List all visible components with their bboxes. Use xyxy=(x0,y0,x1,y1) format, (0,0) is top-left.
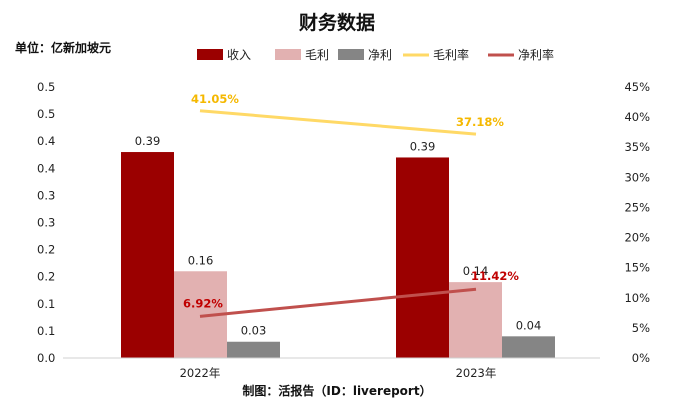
right-tick-label: 20% xyxy=(624,231,650,245)
legend-label: 收入 xyxy=(227,48,251,62)
right-tick-label: 15% xyxy=(624,261,650,275)
bar xyxy=(502,336,555,358)
right-tick-label: 5% xyxy=(632,321,650,335)
legend: 收入 毛利 净利 毛利率 净利率 xyxy=(197,47,554,62)
right-tick-label: 25% xyxy=(624,200,650,214)
right-tick-label: 0% xyxy=(632,351,650,365)
bar-data-label: 0.14 xyxy=(463,264,489,278)
left-tick-label: 0.3 xyxy=(37,188,55,202)
line-series xyxy=(199,109,477,136)
left-tick-label: 0.4 xyxy=(37,134,55,148)
watermark-sub: @爱投资的小熊猫 xyxy=(572,392,652,405)
legend-swatch xyxy=(197,49,223,60)
legend-swatch xyxy=(275,49,301,60)
left-tick-label: 0.4 xyxy=(37,161,55,175)
source-label: 制图：活报告（ID：livereport） xyxy=(242,383,431,398)
x-tick-label: 2023年 xyxy=(456,366,497,380)
bar-data-label: 0.04 xyxy=(516,318,542,332)
watermark-overlay: 老虎社区 xyxy=(596,366,652,382)
unit-label: 单位：亿新加坡元 xyxy=(15,40,111,55)
bar xyxy=(449,282,502,358)
bar xyxy=(227,341,280,358)
line-data-label: 11.42% xyxy=(471,269,519,283)
left-tick-label: 0.1 xyxy=(37,297,55,311)
left-tick-label: 0.0 xyxy=(37,351,55,365)
left-tick-label: 0.2 xyxy=(37,243,55,257)
bar-data-label: 0.39 xyxy=(135,134,161,148)
chart-title: 财务数据 xyxy=(299,11,375,34)
bar-data-label: 0.16 xyxy=(188,253,214,267)
right-tick-label: 40% xyxy=(624,110,650,124)
right-tick-label: 30% xyxy=(624,170,650,184)
left-tick-label: 0.1 xyxy=(37,324,55,338)
line-series xyxy=(199,287,477,318)
left-tick-label: 0.2 xyxy=(37,270,55,284)
line-data-label: 37.18% xyxy=(456,115,504,129)
watermark-text: 公众号 · 活报告 xyxy=(524,374,621,390)
legend-label: 毛利率 xyxy=(433,47,469,62)
line-data-label: 41.05% xyxy=(191,92,239,106)
right-axis: 0% 5% 10% 15% 20% 25% 30% 35% 40% 45% xyxy=(624,80,650,365)
line-data-label: 6.92% xyxy=(183,296,223,310)
legend-label: 净利 xyxy=(368,48,392,62)
x-tick-label: 2022年 xyxy=(180,366,221,380)
right-tick-label: 35% xyxy=(624,140,650,154)
bar xyxy=(396,157,449,358)
left-tick-label: 0.5 xyxy=(37,107,55,121)
watermark: 公众号 · 活报告 老虎社区 @爱投资的小熊猫 xyxy=(500,366,652,405)
lines: 41.05% 37.18% 6.92% 11.42% xyxy=(183,92,519,318)
wechat-icon xyxy=(500,372,518,390)
right-tick-label: 10% xyxy=(624,291,650,305)
left-tick-label: 0.3 xyxy=(37,216,55,230)
legend-label: 净利率 xyxy=(518,47,554,62)
left-axis: 0.0 0.1 0.1 0.2 0.2 0.3 0.3 0.4 0.4 0.5 0.5 xyxy=(37,80,55,365)
bars: 0.39 0.39 0.16 0.14 0.03 0.04 xyxy=(121,134,555,358)
legend-swatch xyxy=(338,49,364,60)
bar xyxy=(121,152,174,358)
legend-label: 毛利 xyxy=(305,48,329,62)
left-tick-label: 0.5 xyxy=(37,80,55,94)
bar-data-label: 0.03 xyxy=(241,324,267,338)
x-axis: 2022年 2023年 xyxy=(180,366,497,380)
right-tick-label: 45% xyxy=(624,80,650,94)
bar-data-label: 0.39 xyxy=(410,139,436,153)
